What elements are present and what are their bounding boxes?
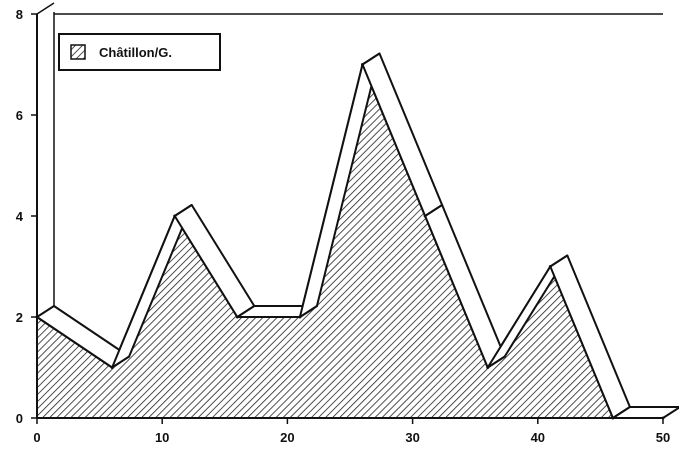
x-tick-label-30: 30	[405, 430, 419, 445]
x-tick-label-10: 10	[155, 430, 169, 445]
y-tick-label-2: 2	[16, 310, 23, 325]
x-tick-label-40: 40	[531, 430, 545, 445]
x-tick-label-20: 20	[280, 430, 294, 445]
data-point-9	[611, 417, 614, 420]
x-tick-label-0: 0	[33, 430, 40, 445]
y-tick-label-8: 8	[16, 7, 23, 22]
y-tick-label-4: 4	[16, 209, 24, 224]
y-tick-label-0: 0	[16, 411, 23, 426]
data-point-3	[236, 316, 239, 319]
legend: Châtillon/G.	[59, 34, 220, 70]
x-tick-label-50: 50	[656, 430, 670, 445]
data-point-2	[173, 215, 176, 218]
data-point-7	[486, 366, 489, 369]
data-point-6	[424, 215, 427, 218]
data-point-5	[361, 63, 364, 66]
data-point-1	[111, 366, 114, 369]
legend-swatch	[71, 45, 85, 59]
y-tick-label-6: 6	[16, 108, 23, 123]
data-point-4	[298, 316, 301, 319]
legend-label: Châtillon/G.	[99, 45, 172, 60]
frame-corner	[37, 3, 54, 14]
data-point-8	[549, 265, 552, 268]
